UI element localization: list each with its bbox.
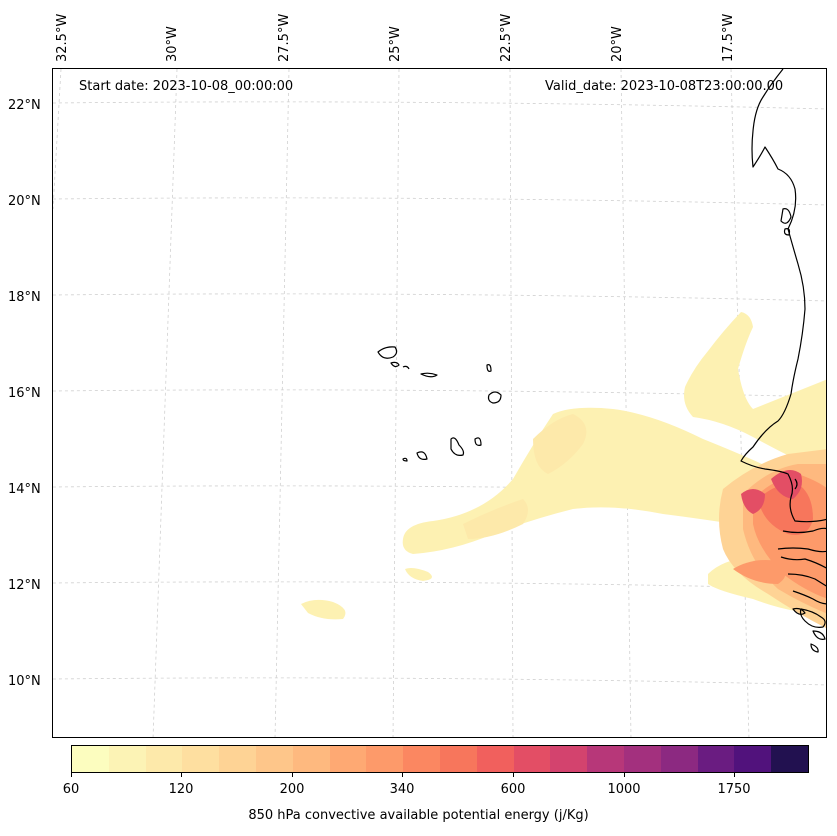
lon-label-32-5w: 32.5°W (55, 13, 70, 62)
colorbar-segment (182, 746, 220, 772)
lat-label-22n: 22°N (8, 98, 41, 113)
valid-date-label: Valid_date: 2023-10-08T23:00:00.00 (545, 79, 784, 94)
map-canvas (53, 69, 826, 737)
lat-label-16n: 16°N (8, 386, 41, 401)
lon-label-22-5w: 22.5°W (499, 13, 514, 62)
colorbar-segment (72, 746, 109, 772)
colorbar-segment (771, 746, 808, 772)
lon-label-30w: 30°W (165, 26, 180, 62)
map-frame (52, 68, 827, 738)
colorbar-label: 850 hPa convective available potential e… (248, 808, 589, 823)
cape-field (301, 312, 826, 628)
colorbar-segment (108, 746, 146, 772)
colorbar-segment (660, 746, 698, 772)
colorbar-segment (292, 746, 330, 772)
colorbar-segment (403, 746, 440, 772)
colorbar-segment (697, 746, 735, 772)
colorbar-tick-600: 600 (500, 782, 526, 797)
colorbar-tick-120: 120 (168, 782, 194, 797)
colorbar-segment (587, 746, 624, 772)
lon-label-17-5w: 17.5°W (721, 13, 736, 62)
colorbar-segment (734, 746, 772, 772)
lat-label-10n: 10°N (8, 674, 41, 689)
colorbar-tick-200: 200 (279, 782, 305, 797)
colorbar-segment (439, 746, 477, 772)
colorbar-segment (476, 746, 514, 772)
colorbar-segment (513, 746, 551, 772)
colorbar-segment (329, 746, 367, 772)
colorbar-segment (219, 746, 256, 772)
start-date-label: Start date: 2023-10-08_00:00:00 (79, 79, 294, 94)
colorbar-segment (550, 746, 588, 772)
lat-label-14n: 14°N (8, 482, 41, 497)
colorbar-segment (366, 746, 404, 772)
colorbar-segment (255, 746, 293, 772)
colorbar-segment (145, 746, 183, 772)
lon-label-20w: 20°W (610, 26, 625, 62)
lon-label-27-5w: 27.5°W (277, 13, 292, 62)
lat-label-12n: 12°N (8, 578, 41, 593)
lat-label-20n: 20°N (8, 194, 41, 209)
colorbar-tick-1000: 1000 (607, 782, 641, 797)
lon-label-25w: 25°W (388, 26, 403, 62)
colorbar-tick-60: 60 (62, 782, 80, 797)
coastlines (377, 69, 826, 653)
colorbar-tick-340: 340 (389, 782, 415, 797)
colorbar-segment (623, 746, 661, 772)
colorbar (71, 745, 809, 773)
colorbar-tick-1750: 1750 (717, 782, 751, 797)
lat-label-18n: 18°N (8, 290, 41, 305)
